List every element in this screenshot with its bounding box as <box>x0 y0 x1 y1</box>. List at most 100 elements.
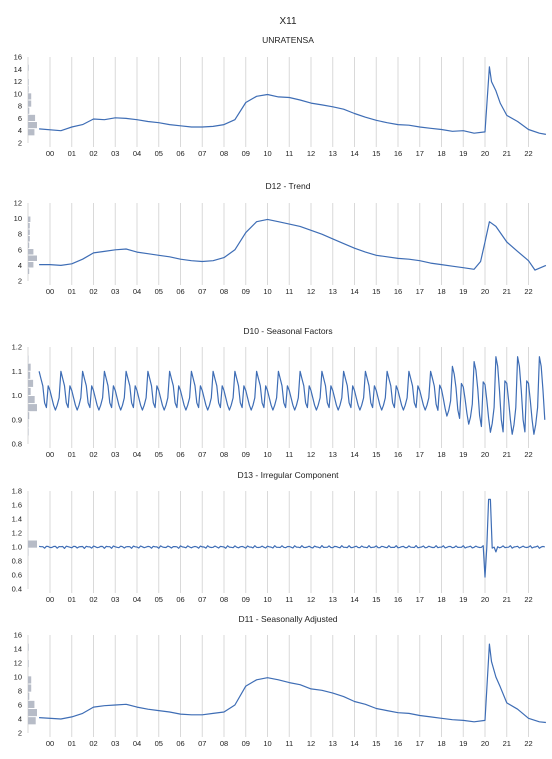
series-line <box>39 66 547 135</box>
x-tick-label: 11 <box>285 739 293 748</box>
panel-d12-trend: D12 - Trend 00 01 02 03 04 05 06 07 08 09 10 11 12 13 1… <box>14 181 547 296</box>
y-tick-label: 10 <box>14 214 22 223</box>
x-tick-label: 04 <box>133 149 141 158</box>
x-tick-label: 20 <box>481 595 489 604</box>
y-tick-label: 4 <box>18 261 22 270</box>
x-tick-label: 01 <box>68 595 76 604</box>
y-tick-label: 1.6 <box>12 501 22 510</box>
x-tick-label: 14 <box>350 739 358 748</box>
y-tick-label: 1.0 <box>12 391 22 400</box>
x-tick-label: 12 <box>307 595 315 604</box>
x-tick-label: 05 <box>155 149 163 158</box>
y-tick-label: 8 <box>18 102 22 111</box>
histogram-bar <box>28 255 37 261</box>
x-tick-label: 02 <box>89 287 97 296</box>
x-tick-label: 10 <box>263 739 271 748</box>
x-tick-label: 18 <box>437 149 445 158</box>
x-tick-label: 22 <box>524 739 532 748</box>
x-tick-label: 00 <box>46 149 54 158</box>
x-tick-label: 14 <box>350 450 358 459</box>
panel-title: D12 - Trend <box>266 181 311 191</box>
x-tick-label: 14 <box>350 287 358 296</box>
x-tick-label: 09 <box>242 739 250 748</box>
histogram-bar <box>28 229 30 235</box>
x-tick-label: 18 <box>437 450 445 459</box>
x-tick-label: 08 <box>220 595 228 604</box>
x-tick-label: 13 <box>329 450 337 459</box>
y-tick-label: 14 <box>14 645 22 654</box>
x-tick-label: 17 <box>416 287 424 296</box>
x-tick-label: 19 <box>459 595 467 604</box>
x-tick-label: 00 <box>46 595 54 604</box>
panel-title: D11 - Seasonally Adjusted <box>238 614 337 624</box>
x-tick-label: 03 <box>111 149 119 158</box>
x-tick-label: 12 <box>307 739 315 748</box>
histogram-bar <box>28 404 37 412</box>
histogram-bar <box>28 412 30 420</box>
y-tick-label: 8 <box>18 687 22 696</box>
y-tick-label: 0.4 <box>12 585 22 594</box>
x-tick-label: 14 <box>350 149 358 158</box>
x-tick-label: 10 <box>263 450 271 459</box>
x-tick-label: 16 <box>394 450 402 459</box>
y-tick-label: 12 <box>14 659 22 668</box>
x-tick-label: 13 <box>329 149 337 158</box>
histogram-bar <box>28 86 29 93</box>
y-tick-label: 10 <box>14 89 22 98</box>
y-tick-label: 0.8 <box>12 557 22 566</box>
x-tick-label: 09 <box>242 595 250 604</box>
x-tick-label: 01 <box>68 450 76 459</box>
x-tick-label: 05 <box>155 450 163 459</box>
x-tick-label: 06 <box>176 149 184 158</box>
y-tick-label: 0.6 <box>12 571 22 580</box>
histogram-bar <box>28 371 31 379</box>
y-tick-label: 6 <box>18 114 22 123</box>
y-tick-label: 0.8 <box>12 440 22 449</box>
x-tick-label: 08 <box>220 450 228 459</box>
histogram-bar <box>28 660 29 668</box>
x-tick-label: 19 <box>459 149 467 158</box>
x-tick-label: 02 <box>89 595 97 604</box>
histogram-bar <box>28 709 37 717</box>
x-tick-label: 16 <box>394 287 402 296</box>
histogram-bar <box>28 236 30 242</box>
y-tick-label: 14 <box>14 65 22 74</box>
y-tick-label: 16 <box>14 53 22 62</box>
x-tick-label: 04 <box>133 450 141 459</box>
x-tick-label: 12 <box>307 287 315 296</box>
x-tick-label: 18 <box>437 595 445 604</box>
x-tick-label: 06 <box>176 287 184 296</box>
x-tick-label: 21 <box>503 287 511 296</box>
x-tick-label: 08 <box>220 287 228 296</box>
x-tick-label: 22 <box>524 595 532 604</box>
x-tick-label: 09 <box>242 450 250 459</box>
x-tick-label: 22 <box>524 450 532 459</box>
x-tick-label: 02 <box>89 739 97 748</box>
y-tick-label: 1.2 <box>12 343 22 352</box>
x-tick-label: 02 <box>89 149 97 158</box>
histogram-bar <box>28 717 36 725</box>
x-tick-label: 11 <box>285 149 293 158</box>
histogram-bar <box>28 79 29 86</box>
x-tick-label: 04 <box>133 739 141 748</box>
histogram-bar <box>28 676 32 684</box>
x-tick-label: 21 <box>503 149 511 158</box>
x-tick-label: 15 <box>372 450 380 459</box>
histogram-bar <box>28 93 32 100</box>
x-tick-label: 21 <box>503 595 511 604</box>
histogram-bar <box>28 540 37 548</box>
x-tick-label: 01 <box>68 287 76 296</box>
histogram-bar <box>28 249 34 255</box>
x-tick-label: 00 <box>46 739 54 748</box>
y-tick-label: 8 <box>18 230 22 239</box>
y-tick-label: 10 <box>14 673 22 682</box>
x-tick-label: 00 <box>46 287 54 296</box>
x-tick-label: 15 <box>372 149 380 158</box>
y-tick-label: 4 <box>18 126 22 135</box>
y-tick-label: 0.9 <box>12 415 22 424</box>
x-tick-label: 10 <box>263 287 271 296</box>
y-tick-label: 2 <box>18 139 22 148</box>
histogram-bar <box>28 64 29 71</box>
histogram-bar <box>28 420 29 428</box>
